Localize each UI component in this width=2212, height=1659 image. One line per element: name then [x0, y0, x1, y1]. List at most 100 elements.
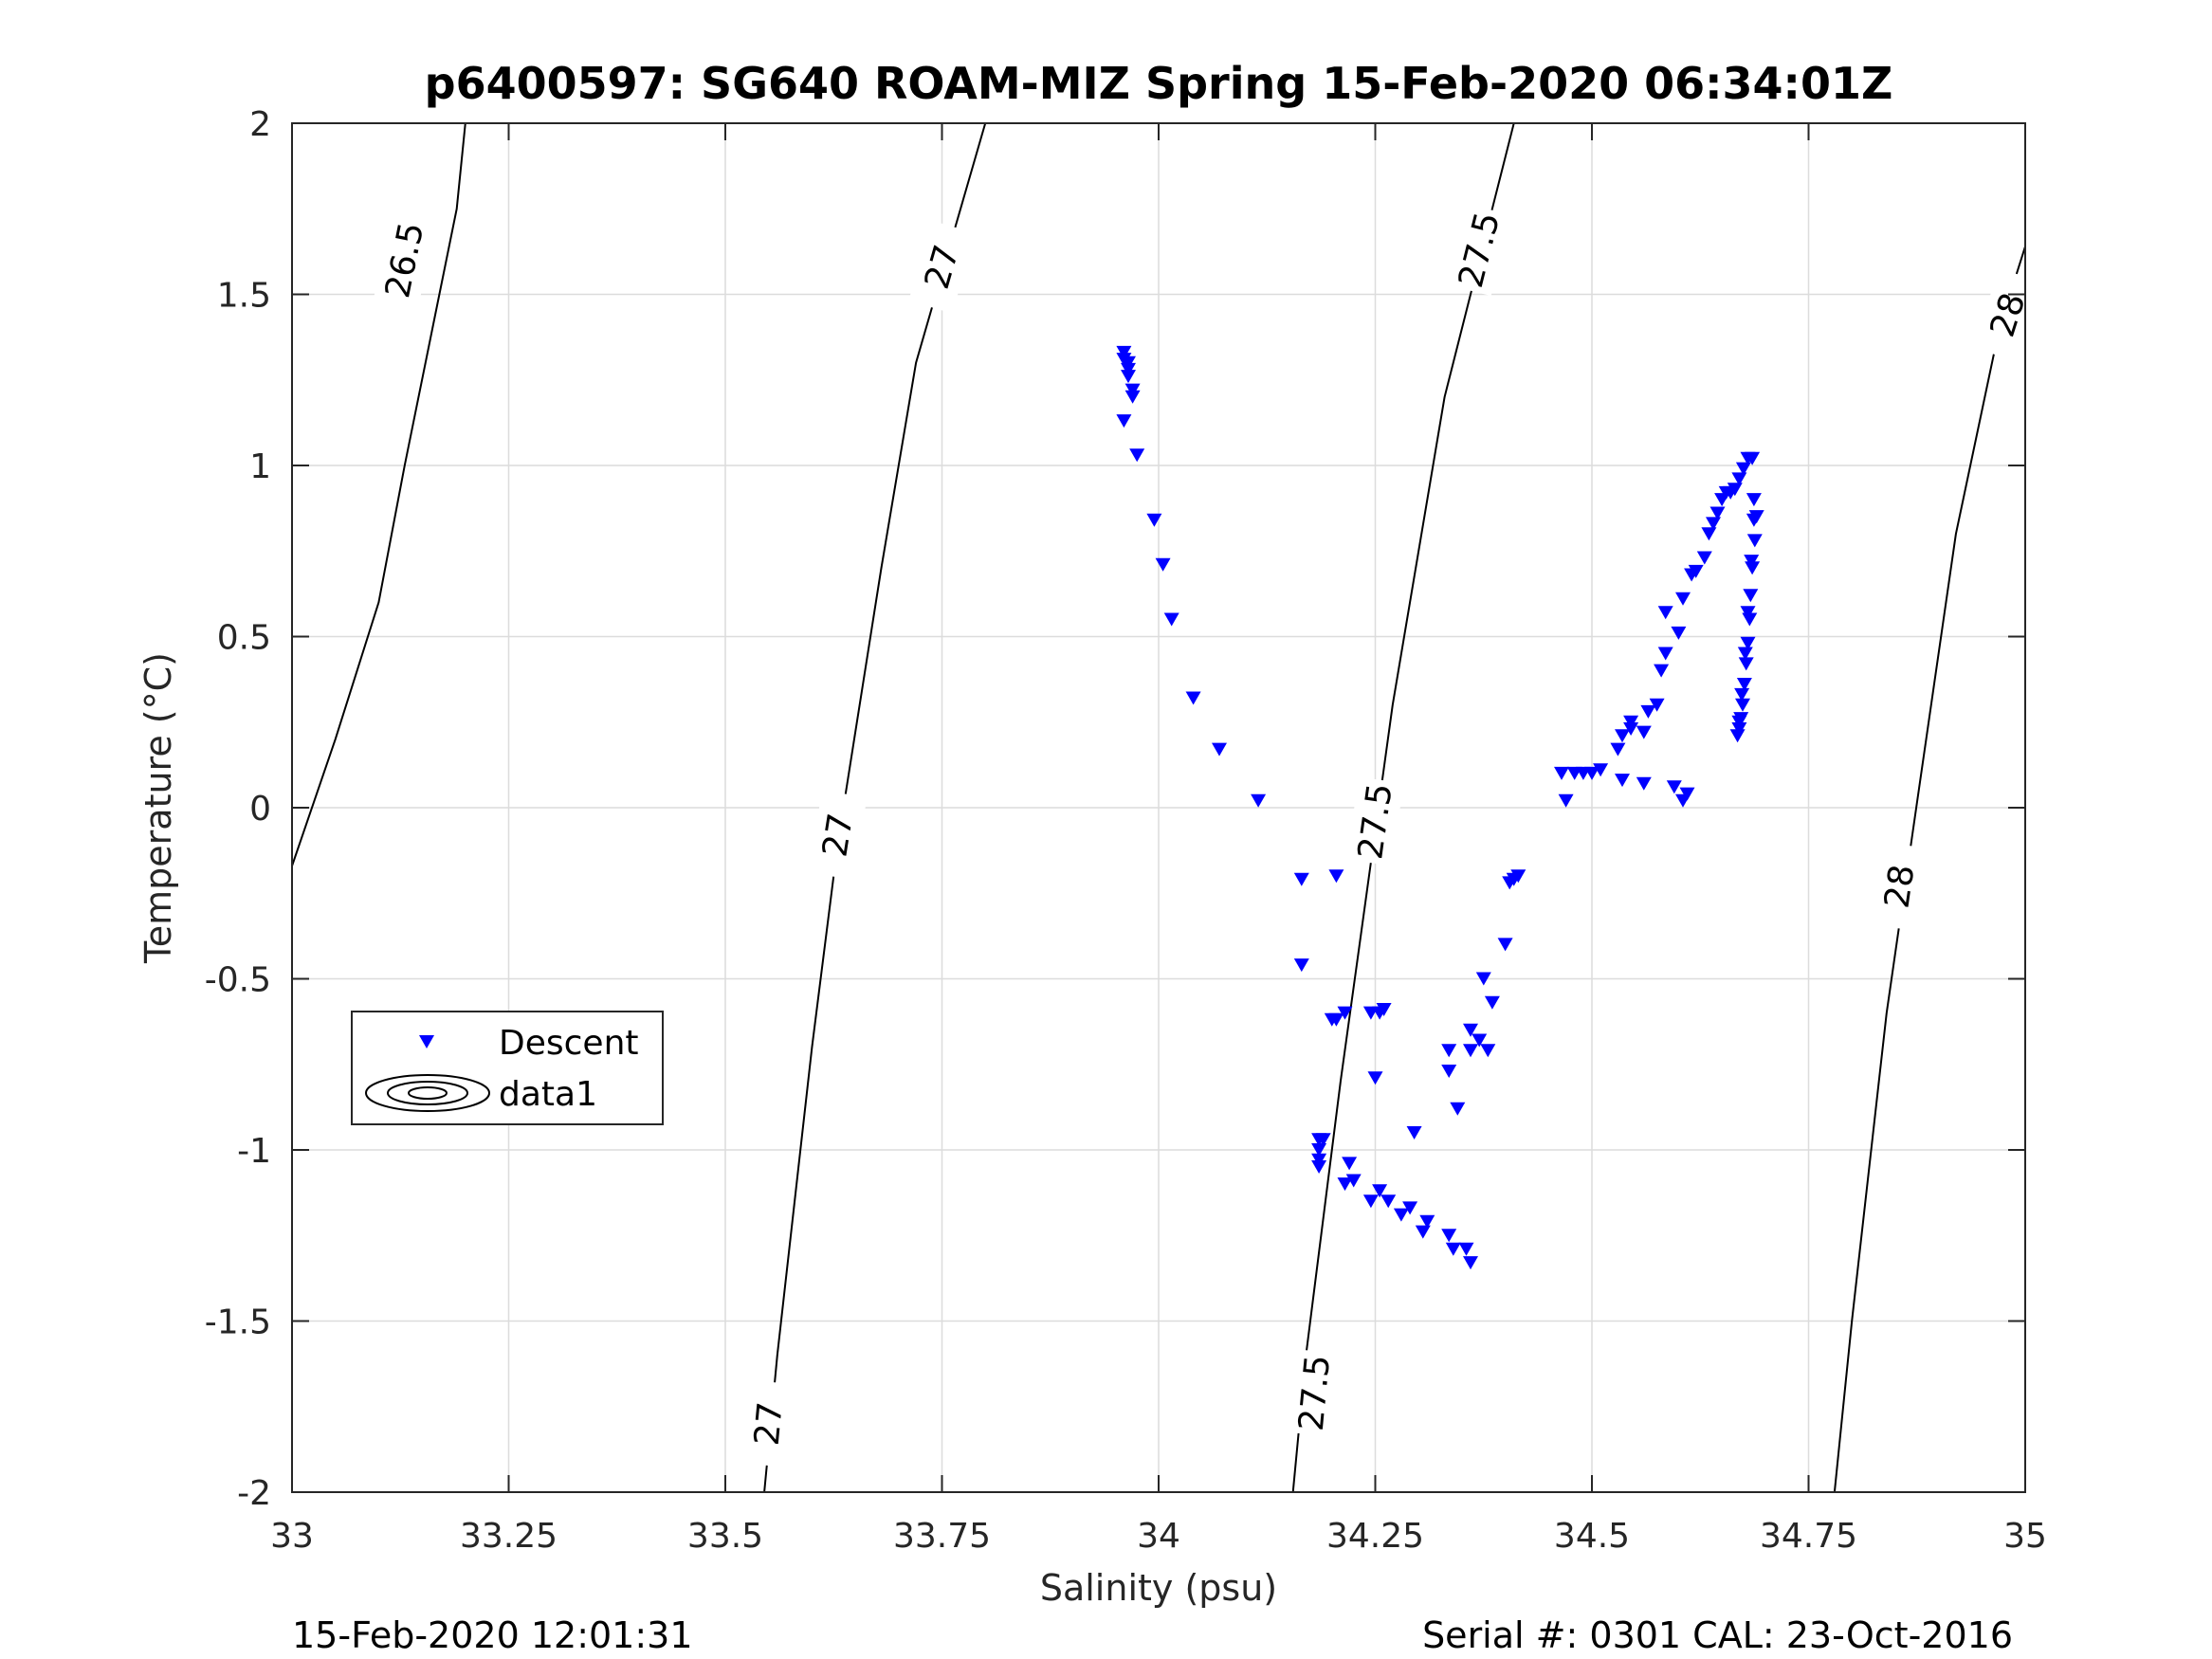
descent-point: [1746, 513, 1762, 527]
descent-point: [1743, 589, 1759, 603]
descent-point: [1445, 1242, 1461, 1256]
descent-point: [1701, 527, 1717, 541]
isopycnal-label-bg: [374, 214, 436, 306]
descent-point: [1441, 1065, 1457, 1078]
descent-point: [1657, 647, 1673, 661]
y-tick-label: 0: [249, 790, 271, 829]
descent-point: [1415, 1225, 1431, 1239]
descent-point: [1709, 506, 1726, 520]
y-tick-label: -0.5: [205, 961, 271, 1000]
descent-point: [1121, 362, 1136, 376]
descent-point: [1679, 787, 1695, 801]
isopycnal-label-27: 27: [815, 811, 861, 860]
isopycnal-label-bg: [908, 220, 976, 314]
descent-point: [1696, 551, 1712, 565]
legend-data1-label: data1: [499, 1075, 597, 1114]
descent-point: [1657, 606, 1673, 620]
descent-point: [1510, 869, 1526, 884]
descent-point: [1463, 1023, 1478, 1037]
legend: Descent data1: [351, 1011, 664, 1125]
descent-point: [1376, 1003, 1392, 1016]
descent-point: [1727, 483, 1743, 497]
footer-timestamp: 15-Feb-2020 12:01:31: [292, 1614, 693, 1656]
descent-point: [1450, 1102, 1466, 1116]
descent-point: [1649, 698, 1665, 712]
descent-point: [1731, 715, 1747, 729]
descent-point: [1558, 793, 1574, 808]
chart-title: p6400597: SG640 ROAM-MIZ Spring 15-Feb-2…: [425, 58, 1893, 109]
descent-point: [1737, 647, 1753, 661]
y-tick-label: -1: [237, 1132, 271, 1171]
descent-point: [1746, 493, 1762, 507]
y-tick-label: -1.5: [205, 1304, 271, 1342]
descent-point: [1745, 561, 1761, 575]
isopycnal-label-bg: [741, 1379, 795, 1468]
descent-point: [1380, 1194, 1397, 1209]
descent-point: [1636, 776, 1652, 791]
isopycnal-label-bg: [1346, 776, 1404, 866]
x-tick-label: 34.75: [1760, 1517, 1857, 1556]
descent-point: [1554, 766, 1569, 780]
descent-point: [1328, 1012, 1344, 1027]
descent-point: [1311, 1153, 1327, 1167]
isopycnal-label-bg: [1871, 842, 1929, 932]
descent-point: [1738, 657, 1754, 671]
descent-point: [1675, 592, 1691, 606]
descent-point: [1155, 557, 1171, 572]
descent-point: [1497, 938, 1513, 952]
isopycnal-label-27.5: 27.5: [1292, 1353, 1338, 1432]
descent-point: [1731, 472, 1747, 486]
footer-serial-cal: Serial #: 0301 CAL: 23-Oct-2016: [1422, 1614, 2013, 1656]
descent-point: [1116, 345, 1132, 359]
descent-point: [1337, 1177, 1353, 1192]
x-tick-label: 35: [2003, 1517, 2047, 1556]
descent-point: [1480, 1044, 1496, 1058]
descent-point: [1372, 1184, 1388, 1198]
descent-point: [1419, 1214, 1435, 1229]
legend-box: [351, 1011, 664, 1125]
descent-point: [1124, 390, 1141, 404]
descent-point: [1311, 1160, 1327, 1174]
descent-point: [1666, 780, 1682, 794]
descent-point: [1463, 1256, 1478, 1270]
y-axis-label: Temperature (°C): [137, 652, 179, 964]
descent-point: [1593, 763, 1609, 777]
x-axis-ticks: 33 33.25 33.5 33.75 34 34.25 34.5 34.75 35: [270, 123, 2047, 1556]
descent-point: [1393, 1208, 1409, 1222]
descent-point: [1735, 698, 1750, 712]
descent-point: [1584, 766, 1600, 780]
descent-point: [1706, 517, 1721, 531]
y-tick-label: 0.5: [217, 619, 271, 658]
descent-point: [1475, 972, 1491, 986]
descent-point: [1458, 1242, 1474, 1256]
isopycnal-label-bg: [1288, 1349, 1342, 1437]
descent-markers: [1116, 345, 1764, 1270]
descent-point: [1362, 1194, 1379, 1209]
x-tick-label: 34.5: [1554, 1517, 1630, 1556]
x-tick-label: 33.5: [687, 1517, 763, 1556]
descent-point: [1212, 742, 1227, 757]
descent-point: [1406, 1126, 1422, 1139]
descent-point: [1163, 612, 1179, 627]
x-tick-label: 34: [1137, 1517, 1180, 1556]
descent-point: [1342, 1157, 1358, 1171]
x-tick-label: 33.25: [460, 1517, 558, 1556]
descent-point: [1124, 383, 1141, 397]
descent-point: [1146, 513, 1162, 527]
descent-point: [1736, 678, 1752, 691]
descent-point: [1116, 414, 1132, 428]
descent-point: [1441, 1044, 1457, 1058]
descent-point: [1636, 725, 1652, 739]
descent-point: [1735, 462, 1751, 476]
descent-point: [1311, 1143, 1327, 1157]
isopycnal-label-28: 28: [1877, 863, 1922, 911]
grid-lines: [291, 122, 2026, 1493]
descent-point: [1734, 687, 1750, 702]
isopycnal-label-bg: [809, 790, 868, 881]
descent-point: [1615, 774, 1630, 788]
descent-point: [1610, 742, 1626, 757]
descent-point: [1185, 691, 1201, 705]
descent-point: [1640, 704, 1656, 719]
